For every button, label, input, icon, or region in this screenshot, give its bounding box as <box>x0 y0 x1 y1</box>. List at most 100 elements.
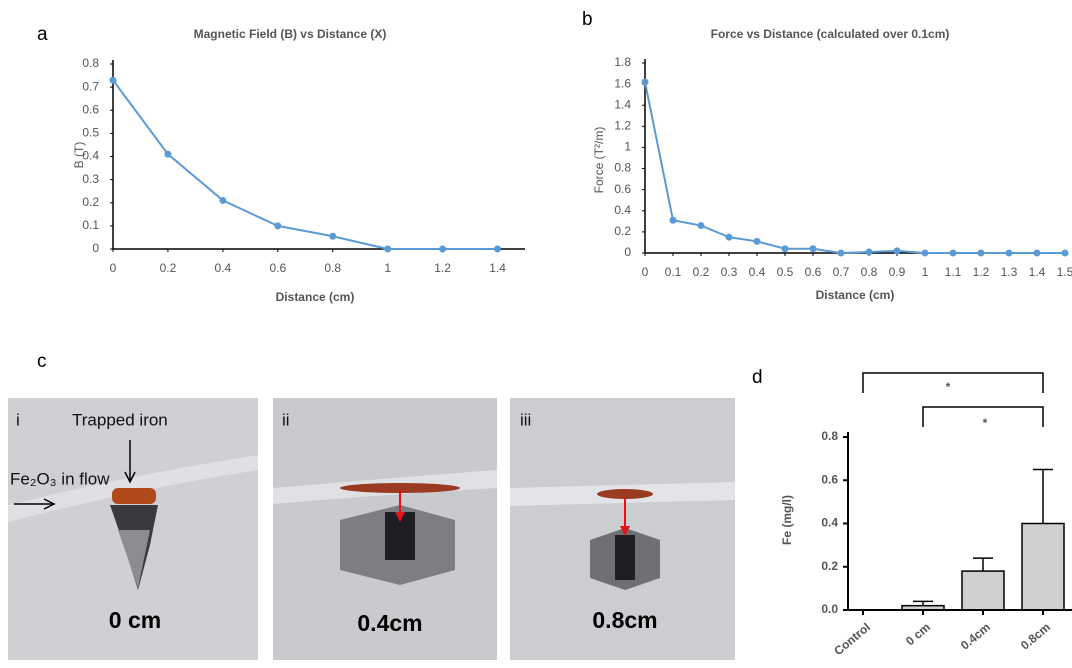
significance-bracket <box>922 406 1044 427</box>
data-point <box>274 222 282 230</box>
x-tick-label: 1.3 <box>1001 265 1018 279</box>
photo-numeral: iii <box>520 410 531 429</box>
data-point <box>164 150 172 158</box>
data-point <box>893 247 901 255</box>
photo-numeral: ii <box>282 410 290 429</box>
x-tick-label: 0.5 <box>777 265 794 279</box>
data-point <box>669 216 677 224</box>
x-axis-label: Distance (cm) <box>816 288 895 302</box>
data-line <box>112 79 498 250</box>
x-tick-label: 0.2 <box>160 261 177 275</box>
photo-label: Fe₂O₃ in flow <box>10 469 110 488</box>
chart-title: Force vs Distance (calculated over 0.1cm… <box>711 27 950 41</box>
x-tick-label: 0.8cm <box>1018 620 1053 653</box>
y-tick-label: 1.6 <box>614 76 631 90</box>
x-tick-label: 0.3 <box>721 265 738 279</box>
x-tick-label: 1.5 <box>1057 265 1072 279</box>
error-bar <box>1033 468 1053 524</box>
x-tick-label: 0.8 <box>324 261 341 275</box>
x-tick-label: Control <box>831 620 873 658</box>
panel-label: d <box>752 367 763 388</box>
x-tick-label: 1 <box>922 265 929 279</box>
y-tick-label: 0.4 <box>821 516 838 530</box>
significance-star: * <box>946 380 951 394</box>
photo-label: Trapped iron <box>72 410 168 429</box>
data-point <box>439 245 447 253</box>
significance-star: * <box>983 416 988 430</box>
data-point <box>725 233 733 241</box>
y-tick-label: 0.6 <box>821 472 838 486</box>
x-tick-label: 0.7 <box>833 265 850 279</box>
y-tick-label: 0.2 <box>821 559 838 573</box>
data-line <box>644 81 1065 255</box>
y-tick-label: 0.2 <box>82 195 99 209</box>
y-tick-label: 1 <box>624 140 631 154</box>
y-tick-label: 0.7 <box>82 79 99 93</box>
y-tick-label: 0.4 <box>614 203 631 217</box>
x-tick-label: 1.1 <box>945 265 962 279</box>
error-bar <box>913 600 933 606</box>
panel-label: c <box>37 351 47 372</box>
panel-label: b <box>582 9 593 30</box>
data-point <box>977 249 985 257</box>
x-tick-label: 0.2 <box>693 265 710 279</box>
data-point <box>837 249 845 257</box>
x-tick-label: 0 <box>110 261 117 275</box>
data-point <box>921 249 929 257</box>
data-point <box>384 245 392 253</box>
y-tick-label: 0.2 <box>614 224 631 238</box>
data-point <box>1061 249 1069 257</box>
y-tick-label: 1.4 <box>614 97 631 111</box>
photo-caption: 0 cm <box>109 607 161 633</box>
x-tick-label: 1 <box>384 261 391 275</box>
data-point <box>1005 249 1013 257</box>
photo <box>510 398 735 660</box>
data-point <box>697 222 705 230</box>
y-tick-label: 1.2 <box>614 119 631 133</box>
data-point <box>109 76 117 84</box>
data-point <box>329 232 337 240</box>
data-point <box>219 196 227 204</box>
photo <box>8 398 258 660</box>
x-tick-label: 0.1 <box>665 265 682 279</box>
bar <box>961 570 1005 611</box>
photo-caption: 0.8cm <box>592 607 657 633</box>
data-point <box>494 245 502 253</box>
photo-numeral: i <box>16 410 20 429</box>
y-tick-label: 0.3 <box>82 172 99 186</box>
chart-title: Magnetic Field (B) vs Distance (X) <box>194 27 387 41</box>
photo-caption: 0.4cm <box>357 610 422 636</box>
y-tick-label: 0.0 <box>821 602 838 616</box>
data-point <box>865 248 873 256</box>
y-tick-label: 0 <box>92 241 99 255</box>
data-point <box>1033 249 1041 257</box>
x-tick-label: 1.2 <box>973 265 990 279</box>
y-tick-label: 0.6 <box>614 182 631 196</box>
y-tick-label: 1.8 <box>614 55 631 69</box>
photo <box>273 398 497 660</box>
x-tick-label: 1.4 <box>489 261 506 275</box>
x-axis-label: Distance (cm) <box>276 290 355 304</box>
data-point <box>641 78 649 86</box>
x-tick-label: 0 cm <box>903 620 933 648</box>
panel-label: a <box>37 24 48 45</box>
x-tick-label: 0.6 <box>269 261 286 275</box>
y-tick-label: 0.5 <box>82 126 99 140</box>
data-point <box>753 237 761 245</box>
significance-bracket <box>862 372 1044 393</box>
x-tick-label: 0.8 <box>861 265 878 279</box>
x-tick-label: 0 <box>642 265 649 279</box>
bar <box>1021 522 1065 611</box>
y-axis-label: B (T) <box>72 142 86 169</box>
data-point <box>781 245 789 253</box>
y-tick-label: 0 <box>624 245 631 259</box>
y-tick-label: 0.8 <box>821 429 838 443</box>
x-tick-label: 0.4 <box>215 261 232 275</box>
x-tick-label: 0.6 <box>805 265 822 279</box>
y-tick-label: 0.4 <box>82 149 99 163</box>
y-tick-label: 0.8 <box>82 56 99 70</box>
y-tick-label: 0.1 <box>82 218 99 232</box>
x-tick-label: 0.9 <box>889 265 906 279</box>
error-bar <box>973 557 993 572</box>
